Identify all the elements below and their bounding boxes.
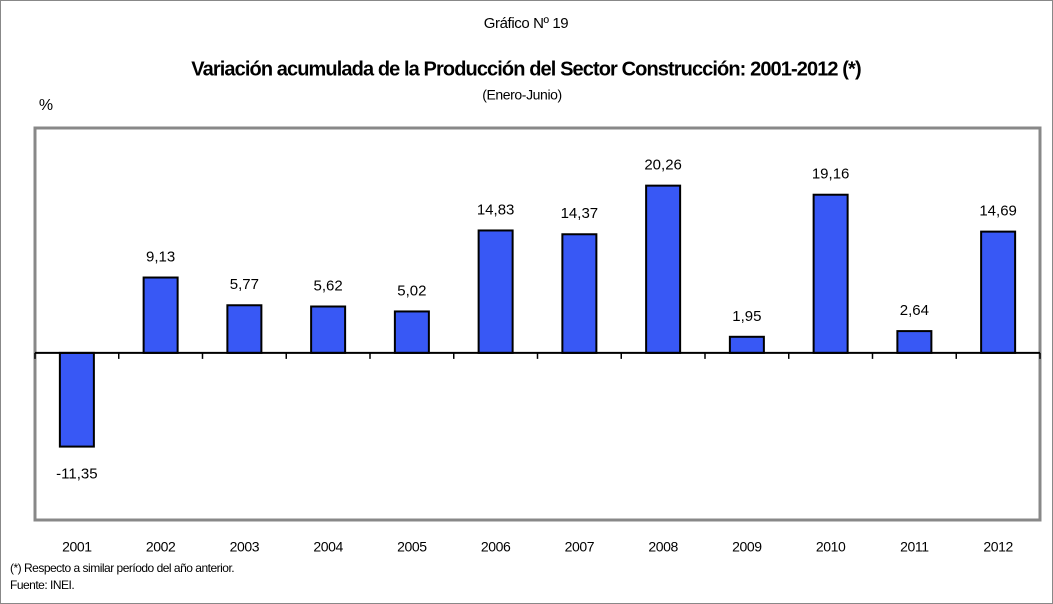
plot-area [33, 126, 1042, 522]
x-tick-label: 2004 [313, 539, 343, 555]
x-tick-label: 2008 [648, 539, 678, 555]
bar [226, 304, 263, 354]
y-axis-label: % [39, 97, 53, 114]
chart-subtitle: (Enero-Junio) [482, 87, 562, 103]
x-tick-label: 2012 [983, 539, 1013, 555]
x-tick-label: 2009 [732, 539, 762, 555]
bar [812, 193, 849, 354]
bar [58, 351, 95, 448]
bar [310, 305, 347, 354]
x-tick-label: 2002 [146, 539, 176, 555]
bar [477, 229, 514, 354]
x-tick-label: 2005 [397, 539, 427, 555]
value-label: 5,77 [230, 276, 259, 293]
chart-title: Variación acumulada de la Producción del… [191, 58, 861, 80]
x-tick-label: 2007 [565, 539, 595, 555]
value-label: 5,02 [397, 282, 426, 299]
bar [393, 310, 430, 354]
bar [561, 233, 598, 354]
bar [980, 230, 1017, 354]
bar [728, 335, 765, 354]
bar [142, 276, 179, 354]
bar [645, 184, 682, 354]
x-tick-label: 2001 [62, 539, 92, 555]
value-label: 1,95 [732, 308, 761, 325]
x-tick-label: 2010 [816, 539, 846, 555]
value-label: 14,37 [561, 205, 599, 222]
value-label: 19,16 [812, 166, 850, 183]
bar [896, 330, 933, 354]
footnote: (*) Respecto a similar período del año a… [10, 561, 234, 575]
value-label: -11,35 [56, 466, 97, 483]
value-label: 5,62 [314, 277, 343, 294]
chart-kicker: Gráfico Nº 19 [484, 15, 569, 32]
source: Fuente: INEI. [10, 578, 74, 592]
value-label: 9,13 [146, 248, 175, 265]
value-label: 14,69 [979, 203, 1017, 220]
value-label: 2,64 [900, 302, 929, 319]
x-tick-label: 2011 [900, 539, 929, 555]
value-label: 20,26 [644, 157, 682, 174]
x-tick-label: 2006 [481, 539, 511, 555]
x-tick-label: 2003 [230, 539, 260, 555]
value-label: 14,83 [477, 201, 515, 218]
